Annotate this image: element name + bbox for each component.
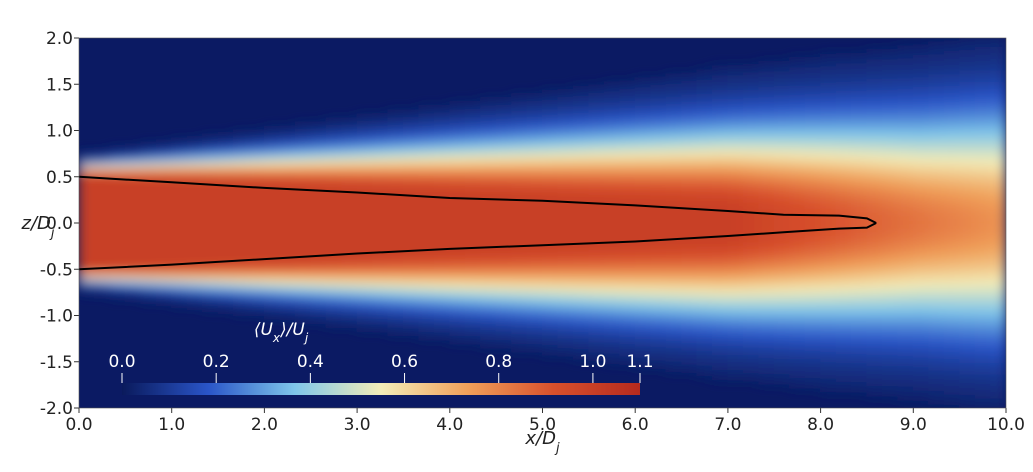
colorbar-tick-label: 0.6 [391,352,418,372]
x-tick-label: 0.0 [65,415,92,435]
x-axis: 0.0 1.0 2.0 3.0 4.0 5.0 6.0 7.0 8.0 9.0 10.0 [65,408,1025,435]
x-tick-label: 5.0 [529,415,556,435]
contour-group [78,175,877,271]
y-tick-label: -1.0 [40,307,73,327]
plot-frame [78,37,1007,409]
y-tick-label: 2.0 [46,29,73,49]
y-tick-label: -0.5 [40,260,73,280]
y-tick-label: 0.5 [46,168,73,188]
y-tick-label: 1.5 [46,75,73,95]
colorbar-tick-label: 0.0 [108,352,135,372]
x-tick-label: 8.0 [807,415,834,435]
x-tick-label: 7.0 [714,415,741,435]
colorbar-tick-label: 1.0 [579,352,606,372]
y-tick-label: -2.0 [40,399,73,419]
x-tick-label: 3.0 [344,415,371,435]
y-axis-label: z/Dj [21,213,55,241]
colorbar-tick-label: 0.2 [203,352,230,372]
x-tick-label: 9.0 [900,415,927,435]
colorbar: 0.0 0.2 0.4 0.6 0.8 1.0 1.1 ⟨Ux⟩/Uj [108,320,654,395]
contour-lower [78,222,877,271]
colorbar-tick-label: 0.8 [485,352,512,372]
y-tick-label: 0.0 [46,214,73,234]
contour-upper [78,175,877,224]
colorbar-tick-label: 1.1 [626,352,653,372]
velocity-field [79,38,1006,408]
x-tick-label: 6.0 [622,415,649,435]
colorbar-gradient [122,383,640,395]
colorbar-title: ⟨Ux⟩/Uj [254,320,309,345]
x-tick-label: 1.0 [158,415,185,435]
x-tick-label: 4.0 [436,415,463,435]
x-tick-label: 10.0 [987,415,1025,435]
y-tick-label: -1.5 [40,353,73,373]
plot-area [78,38,1006,408]
y-axis: 2.0 1.5 1.0 0.5 0.0 -0.5 -1.0 -1.5 -2.0 [40,29,79,419]
colorbar-tick-label: 0.4 [297,352,324,372]
y-tick-label: 1.0 [46,122,73,142]
x-axis-label: x/Dj [524,428,560,456]
x-tick-label: 2.0 [251,415,278,435]
